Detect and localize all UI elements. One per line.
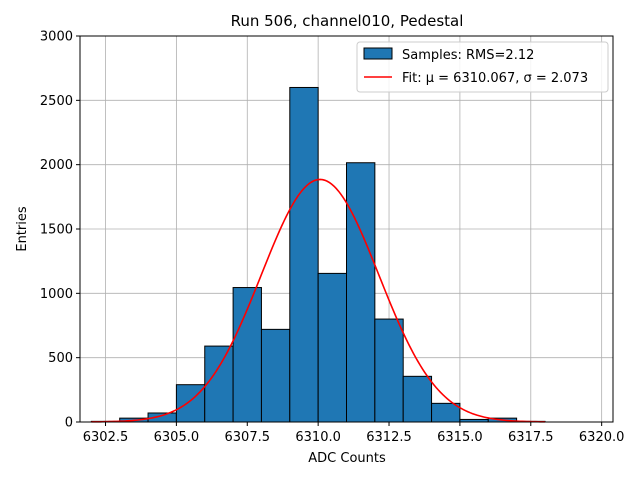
legend-samples-swatch (363, 47, 393, 60)
histogram-bar (374, 318, 404, 423)
x-tick-label: 6310.0 (295, 430, 341, 445)
legend-fit-label: Fit: μ = 6310.067, σ = 2.073 (402, 71, 588, 86)
histogram-bar (317, 272, 347, 423)
x-tick-label: 6307.5 (225, 430, 271, 445)
histogram-bar (204, 345, 234, 423)
x-tick-label: 6315.0 (437, 430, 483, 445)
x-tick-label: 6302.5 (83, 430, 129, 445)
x-tick-label: 6312.5 (366, 430, 412, 445)
legend-samples-label: Samples: RMS=2.12 (402, 48, 534, 63)
y-tick-label: 2500 (40, 94, 73, 109)
x-tick-label: 6317.5 (508, 430, 554, 445)
histogram-bars (90, 86, 546, 423)
legend: Samples: RMS=2.12 Fit: μ = 6310.067, σ =… (356, 41, 609, 93)
y-tick-label: 0 (65, 416, 73, 431)
axis-ticks: 6302.5 6305.0 6307.5 6310.0 6312.5 6315.0 6317… (40, 30, 625, 446)
y-tick-label: 500 (48, 351, 73, 366)
y-axis-label: Entries (15, 206, 30, 252)
histogram-bar (346, 162, 376, 423)
y-tick-label: 1500 (40, 223, 73, 238)
y-tick-label: 1000 (40, 287, 73, 302)
fit-curve (91, 178, 545, 423)
histogram-bar (260, 328, 291, 423)
histogram-bar (402, 375, 433, 423)
histogram-bar (289, 86, 319, 423)
x-tick-label: 6305.0 (154, 430, 200, 445)
legend-box (356, 41, 609, 93)
histogram-bar (431, 402, 461, 423)
chart-title: Run 506, channel010, Pedestal (231, 12, 464, 30)
y-tick-label: 2000 (40, 158, 73, 173)
x-tick-label: 6320.0 (579, 430, 625, 445)
x-axis-label: ADC Counts (308, 451, 386, 466)
y-tick-label: 3000 (40, 30, 73, 45)
